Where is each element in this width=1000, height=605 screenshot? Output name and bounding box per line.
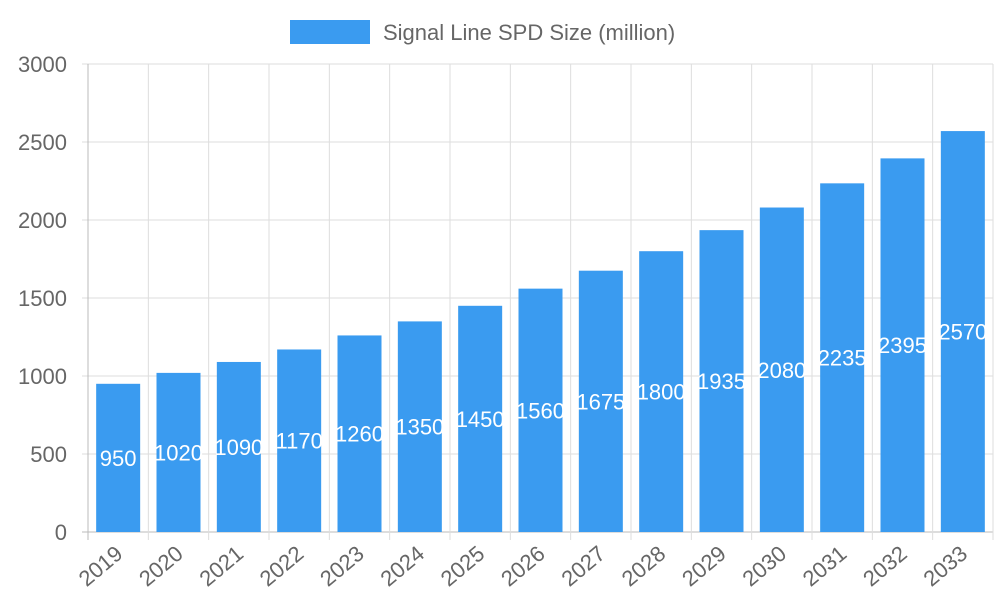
bar xyxy=(156,372,201,532)
bar xyxy=(216,361,261,532)
y-tick-label: 1000 xyxy=(18,364,67,389)
y-tick-label: 2000 xyxy=(18,208,67,233)
bar-data-label: 1090 xyxy=(214,435,263,460)
bar xyxy=(96,383,141,532)
x-tick-label: 2019 xyxy=(74,541,128,592)
x-tick-label: 2024 xyxy=(375,541,429,592)
x-tick-label: 2028 xyxy=(617,541,671,592)
bar-data-label: 2235 xyxy=(818,346,867,371)
bar-data-label: 1450 xyxy=(456,407,505,432)
bar xyxy=(518,288,563,532)
bar-data-label: 1020 xyxy=(154,440,203,465)
y-tick-label: 500 xyxy=(30,442,67,467)
bar xyxy=(759,207,804,532)
x-tick-label: 2030 xyxy=(737,541,791,592)
bar-data-label: 950 xyxy=(100,446,137,471)
bar xyxy=(880,158,925,532)
legend-label: Signal Line SPD Size (million) xyxy=(383,20,675,45)
x-tick-label: 2020 xyxy=(134,541,188,592)
y-tick-label: 2500 xyxy=(18,130,67,155)
bar-data-label: 1675 xyxy=(576,389,625,414)
bar xyxy=(639,251,684,532)
bar-data-label: 1935 xyxy=(697,369,746,394)
y-tick-label: 3000 xyxy=(18,52,67,77)
x-tick-label: 2026 xyxy=(496,541,550,592)
x-tick-label: 2031 xyxy=(798,541,852,592)
bar-data-label: 1170 xyxy=(276,429,323,454)
bar-data-label: 1260 xyxy=(335,422,384,447)
legend-swatch xyxy=(290,20,370,44)
x-tick-label: 2027 xyxy=(556,541,610,592)
bar xyxy=(820,183,865,532)
bar xyxy=(277,349,322,532)
x-tick-label: 2032 xyxy=(858,541,912,592)
bar xyxy=(337,335,382,532)
y-tick-label: 0 xyxy=(55,520,67,545)
x-tick-label: 2033 xyxy=(918,541,972,592)
bar xyxy=(699,230,744,532)
x-tick-label: 2021 xyxy=(194,541,248,592)
bar xyxy=(940,131,985,532)
x-tick-label: 2029 xyxy=(677,541,731,592)
bar xyxy=(458,305,503,532)
bar xyxy=(397,321,442,532)
bar xyxy=(578,270,623,532)
y-tick-label: 1500 xyxy=(18,286,67,311)
x-tick-label: 2022 xyxy=(255,541,309,592)
bar-data-label: 2395 xyxy=(878,333,927,358)
bar-data-label: 1560 xyxy=(516,398,565,423)
x-tick-label: 2023 xyxy=(315,541,369,592)
bar-data-label: 1800 xyxy=(637,380,686,405)
bar-data-label: 2080 xyxy=(757,358,806,383)
bar-data-label: 1350 xyxy=(395,415,444,440)
bar-data-label: 2570 xyxy=(938,320,987,345)
x-tick-label: 2025 xyxy=(436,541,490,592)
